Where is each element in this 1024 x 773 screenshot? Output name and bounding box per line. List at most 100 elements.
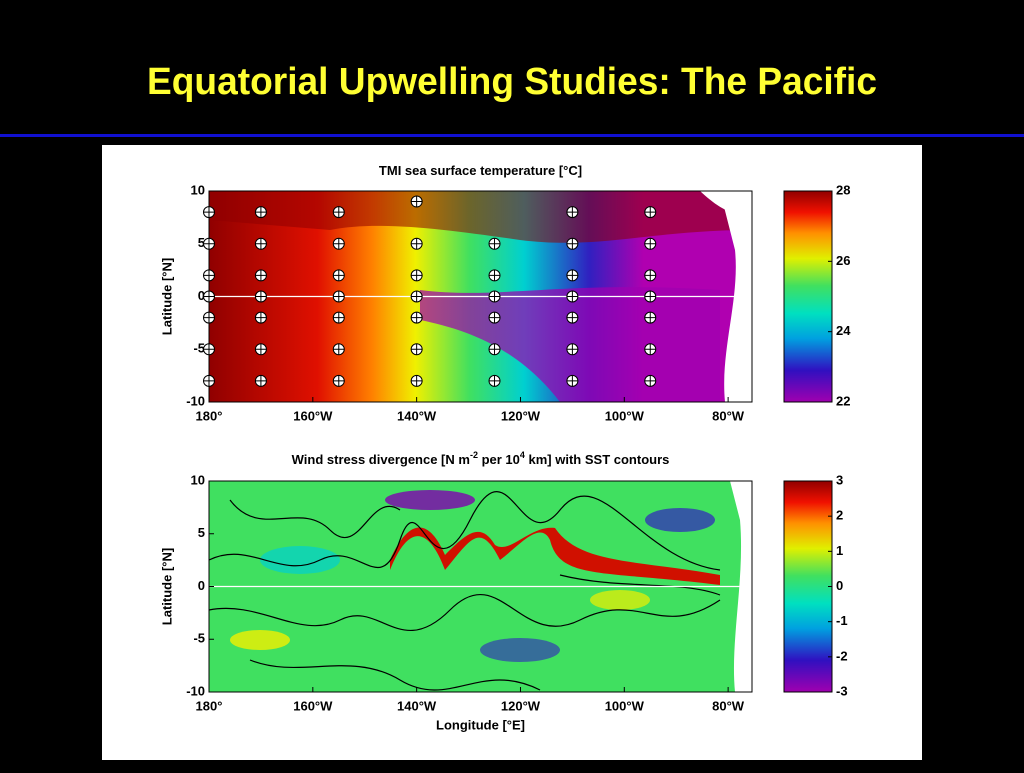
mooring-marker — [254, 206, 267, 219]
mooring-marker — [410, 269, 423, 282]
x-tick-label: 160°W — [293, 698, 333, 713]
marker-cross — [333, 343, 345, 355]
title-part: per 10 — [478, 452, 520, 467]
y-tick-label: 10 — [191, 182, 205, 197]
y-tick-label: -10 — [186, 393, 205, 408]
mooring-marker — [566, 311, 579, 324]
mooring-marker — [203, 374, 215, 387]
marker-cross — [411, 343, 423, 355]
x-tick-label: 160°W — [293, 408, 333, 423]
marker-cross — [566, 206, 578, 218]
mooring-marker — [644, 237, 657, 250]
marker-cross — [255, 291, 267, 302]
marker-cross — [333, 312, 345, 324]
mooring-marker — [410, 343, 423, 356]
marker-cross — [644, 291, 656, 302]
colorbar-tick-label: -3 — [836, 683, 848, 698]
y-tick-label: 5 — [198, 235, 205, 250]
marker-cross — [203, 312, 215, 324]
y-axis-label: Latitude [°N] — [159, 258, 174, 335]
colorbar-tick-label: -2 — [836, 648, 848, 663]
title-part: km] with SST contours — [525, 452, 669, 467]
mooring-marker — [410, 195, 423, 208]
mooring-marker — [644, 343, 657, 356]
mooring-marker — [410, 374, 423, 387]
y-tick-label: 5 — [198, 525, 205, 540]
x-tick-label: 120°W — [501, 408, 541, 423]
mooring-marker — [566, 206, 579, 219]
marker-cross — [203, 269, 215, 281]
marker-cross — [255, 269, 267, 281]
mooring-marker — [410, 311, 423, 324]
x-axis-label: Longitude [°E] — [436, 717, 525, 732]
marker-cross — [255, 206, 267, 218]
mooring-marker — [566, 237, 579, 250]
title-part: 4 — [520, 450, 525, 460]
y-tick-label: -10 — [186, 683, 205, 698]
marker-cross — [333, 375, 345, 387]
mooring-marker — [203, 343, 215, 356]
y-axis-label: Latitude [°N] — [159, 548, 174, 625]
y-tick-label: 10 — [191, 472, 205, 487]
mooring-marker — [254, 374, 267, 387]
mooring-marker — [488, 237, 501, 250]
mooring-marker — [203, 237, 215, 250]
colorbar — [783, 190, 833, 403]
marker-cross — [333, 291, 345, 302]
y-tick-label: -5 — [193, 631, 205, 646]
mooring-marker — [203, 311, 215, 324]
mooring-marker — [332, 269, 345, 282]
y-tick-label: 0 — [198, 288, 205, 303]
marker-cross — [203, 343, 215, 355]
colorbar-tick-label: 22 — [836, 393, 850, 408]
marker-cross — [566, 291, 578, 302]
colorbar-tick-label: 3 — [836, 472, 843, 487]
marker-cross — [333, 238, 345, 250]
marker-cross — [566, 375, 578, 387]
mooring-marker — [254, 290, 267, 303]
y-tick-label: 0 — [198, 578, 205, 593]
colorbar-tick-label: 26 — [836, 253, 850, 268]
title-part: -2 — [470, 450, 478, 460]
marker-cross — [411, 238, 423, 250]
title-part: Wind stress divergence [N m — [292, 452, 470, 467]
mooring-marker — [332, 290, 345, 303]
mooring-marker — [332, 206, 345, 219]
colorbar-tick-label: 2 — [836, 508, 843, 523]
mooring-marker — [644, 206, 657, 219]
mooring-marker — [488, 374, 501, 387]
marker-cross — [255, 312, 267, 324]
mooring-marker — [644, 311, 657, 324]
marker-cross — [255, 375, 267, 387]
marker-cross — [566, 312, 578, 324]
colorbar-tick-label: 1 — [836, 543, 843, 558]
marker-cross — [333, 206, 345, 218]
x-tick-label: 100°W — [605, 408, 645, 423]
marker-cross — [489, 238, 501, 250]
mooring-marker — [566, 343, 579, 356]
mooring-marker — [254, 269, 267, 282]
marker-cross — [489, 269, 501, 281]
mooring-marker — [203, 290, 215, 303]
divider — [0, 134, 1024, 137]
mooring-marker — [203, 269, 215, 282]
mooring-marker — [566, 290, 579, 303]
mooring-marker — [488, 290, 501, 303]
marker-cross — [411, 196, 423, 208]
chart-title: Wind stress divergence [N m-2 per 104 km… — [292, 450, 670, 467]
x-tick-label: 80°W — [712, 408, 745, 423]
marker-cross — [411, 291, 423, 302]
y-tick-label: -5 — [193, 341, 205, 356]
mooring-marker — [410, 290, 423, 303]
mooring-marker — [566, 269, 579, 282]
marker-cross — [644, 343, 656, 355]
marker-cross — [644, 312, 656, 324]
marker-cross — [489, 312, 501, 324]
marker-cross — [203, 291, 215, 302]
x-tick-label: 100°W — [605, 698, 645, 713]
colorbar-tick-label: -1 — [836, 613, 848, 628]
mooring-marker — [488, 343, 501, 356]
marker-cross — [644, 206, 656, 218]
marker-cross — [203, 206, 215, 218]
